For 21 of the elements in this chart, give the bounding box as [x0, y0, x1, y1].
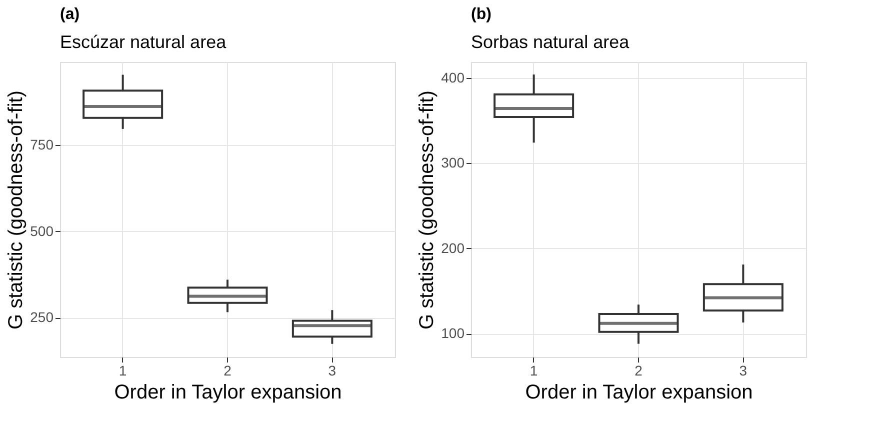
- x-axis-title: Order in Taylor expansion: [114, 382, 342, 404]
- chart-subtitle: Escúzar natural area: [60, 32, 228, 52]
- y-tick-label: 300: [441, 154, 465, 171]
- x-axis-title: Order in Taylor expansion: [525, 382, 753, 404]
- x-tick-label: 3: [739, 362, 748, 378]
- y-tick-label: 100: [441, 325, 465, 342]
- x-tick-label: 3: [328, 362, 336, 378]
- y-tick-label: 200: [441, 240, 465, 256]
- y-tick-label: 500: [30, 222, 54, 239]
- y-tick-label: 400: [441, 69, 465, 86]
- x-tick-label: 2: [634, 362, 643, 378]
- y-axis-title: G statistic (goodness-of-fit): [5, 90, 28, 330]
- chart-subtitle: Sorbas natural area: [471, 32, 630, 52]
- y-axis-title: G statistic (goodness-of-fit): [416, 90, 438, 330]
- y-tick-label: 750: [30, 136, 54, 153]
- x-tick-label: 1: [118, 362, 127, 378]
- x-tick-label: 2: [224, 362, 232, 378]
- chart-title: (a): [60, 6, 80, 23]
- chart-title: (b): [471, 6, 492, 23]
- y-tick-label: 250: [30, 309, 54, 326]
- x-tick-label: 1: [530, 362, 538, 378]
